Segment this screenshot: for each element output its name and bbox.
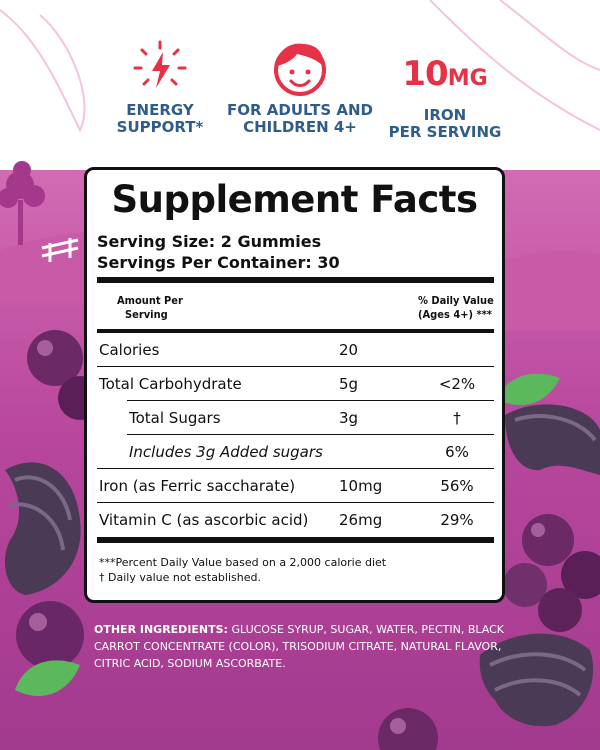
header-divider (97, 329, 494, 333)
daily-value-header: % Daily Value (Ages 4+) *** (418, 294, 494, 321)
gummy-icon (479, 633, 594, 727)
thick-divider (97, 277, 494, 283)
grape-icon (503, 514, 600, 632)
table-row: Total Sugars 3g † (97, 401, 494, 435)
feature-age: FOR ADULTS AND CHILDREN 4+ (225, 38, 375, 136)
supplement-facts-panel: Supplement Facts Serving Size: 2 Gummies… (84, 167, 505, 603)
ingredients-label: OTHER INGREDIENTS: (94, 623, 228, 636)
serving-size: Serving Size: 2 Gummies (97, 232, 322, 251)
grape-icon (378, 708, 438, 750)
tree-icon (0, 161, 45, 245)
footnote-daily-value: ***Percent Daily Value based on a 2,000 … (99, 556, 387, 569)
table-row: Includes 3g Added sugars 6% (97, 435, 494, 469)
table-row: Calories 20 (97, 333, 494, 367)
table-row: Vitamin C (as ascorbic acid) 26mg 29% (99, 511, 474, 529)
grape-icon (16, 330, 102, 669)
gummy-icon (5, 462, 81, 595)
servings-per-container: Servings Per Container: 30 (97, 253, 340, 272)
other-ingredients: OTHER INGREDIENTS: GLUCOSE SYRUP, SUGAR,… (94, 621, 504, 672)
feature-label: ENERGY SUPPORT* (116, 101, 204, 136)
panel-title: Supplement Facts (111, 178, 478, 221)
leaf-icon (498, 373, 560, 406)
iron-amount: 10MG (402, 54, 488, 94)
table-row: Total Carbohydrate 5g <2% (97, 367, 494, 401)
feature-label: FOR ADULTS AND CHILDREN 4+ (227, 101, 373, 136)
bottom-divider (97, 537, 494, 543)
feature-label: IRON PER SERVING (388, 106, 502, 141)
lightning-icon (133, 40, 187, 88)
leaf-icon (15, 660, 80, 696)
ingredients-text: GLUCOSE SYRUP, SUGAR, WATER, PECTIN, BLA… (94, 623, 504, 670)
feature-iron: 10MG IRON PER SERVING (385, 38, 505, 141)
footnote-not-established: † Daily value not established. (99, 571, 261, 584)
table-row: Iron (as Ferric saccharate) 10mg 56% (97, 469, 494, 503)
feature-energy: ENERGY SUPPORT* (100, 38, 220, 136)
amount-header: Amount Per Serving (117, 294, 183, 321)
child-face-icon (274, 43, 326, 96)
gummy-icon (505, 404, 600, 475)
